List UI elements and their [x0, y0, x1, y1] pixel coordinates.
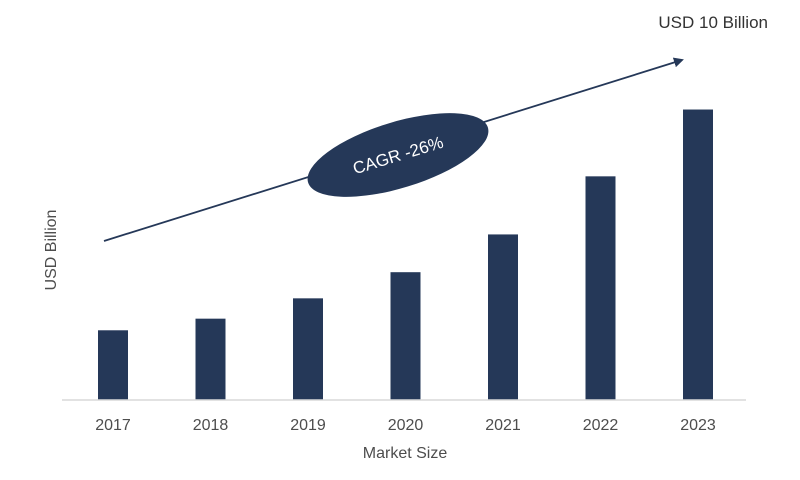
x-tick-label-2022: 2022: [583, 417, 619, 434]
bar-2023: [683, 109, 713, 401]
x-tick-label-2017: 2017: [95, 417, 131, 434]
y-axis-label: USD Billion: [43, 210, 60, 291]
bar-2018: [195, 318, 226, 400]
x-tick-label-2018: 2018: [193, 417, 229, 434]
bar-2021: [488, 234, 518, 400]
x-tick-label-2021: 2021: [485, 417, 521, 434]
x-tick-label-2023: 2023: [680, 417, 716, 434]
x-axis-label: Market Size: [363, 445, 448, 462]
bar-2022: [585, 176, 616, 400]
bar-2017: [98, 330, 128, 400]
x-tick-label-2019: 2019: [290, 417, 326, 434]
bar-2019: [293, 298, 323, 400]
top-value-annotation: USD 10 Billion: [658, 13, 768, 32]
bar-2020: [390, 272, 421, 400]
x-tick-label-2020: 2020: [388, 417, 424, 434]
cagr-ellipse: [307, 113, 489, 197]
bars-layer: [98, 109, 713, 401]
x-tick-labels: 2017 2018 2019 2020 2021 2022 2023: [95, 417, 716, 434]
